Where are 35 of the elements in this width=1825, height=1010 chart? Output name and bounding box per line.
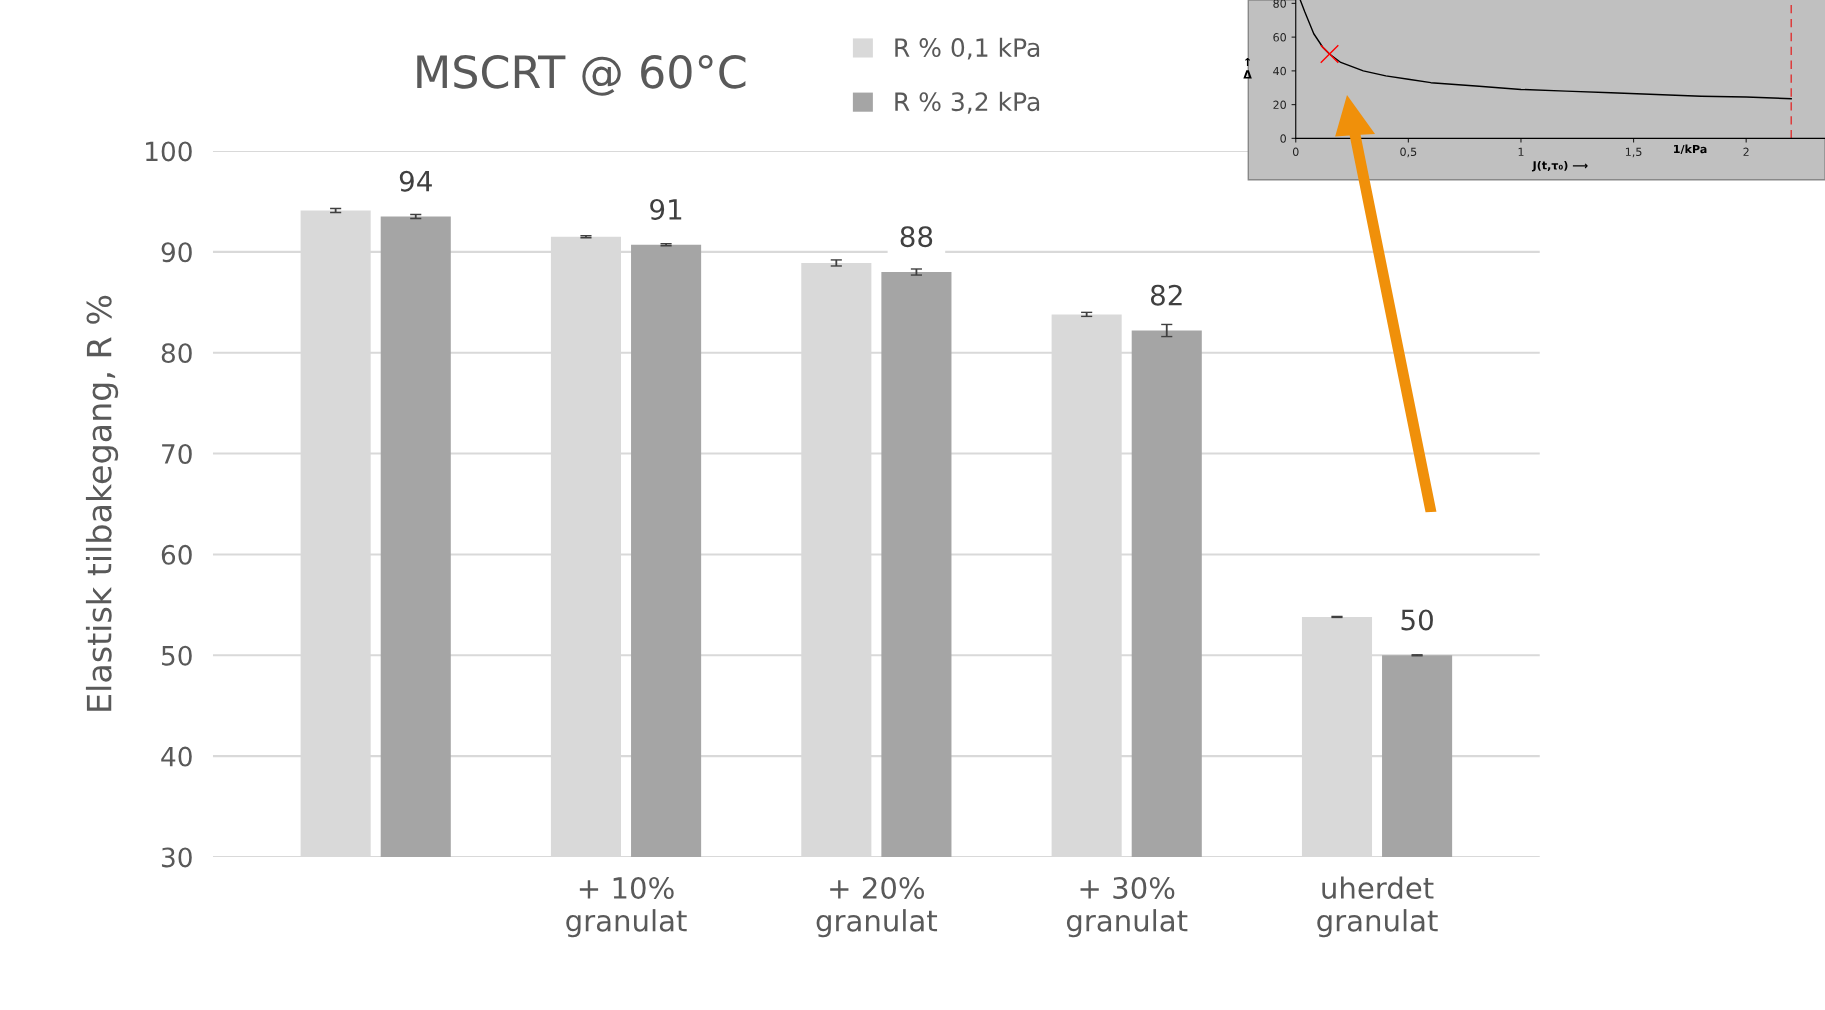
data-label: 94 (399, 170, 432, 192)
line-series (1299, 0, 1792, 100)
x-tick-label: + 10% granulat (566, 876, 687, 938)
data-label: 50 (1401, 609, 1433, 631)
chart-title: MSCRT @ 60°C (417, 55, 746, 96)
legend-label: R % 3,2 kPa (895, 91, 1040, 114)
y-tick-label: 60 (1273, 33, 1286, 42)
y-tick-label: 60 (161, 544, 192, 565)
y-tick-label: 40 (161, 746, 192, 767)
legend-label: R % 0,1 kPa (895, 37, 1040, 60)
y-tick-label: 80 (1273, 0, 1286, 8)
y-axis-title: Elastisk tilbakegang, R % (85, 295, 119, 711)
x-tick-label: + 20% granulat (816, 876, 938, 938)
y-tick-label: 90 (161, 242, 192, 263)
y-tick-label: 80 (161, 343, 192, 364)
x-tick-label: uherdet granulat (1317, 876, 1438, 938)
y-tick-label: 0 (1280, 134, 1286, 143)
data-label: 82 (1150, 284, 1182, 306)
x-tick-label: + 30% granulat (1066, 876, 1188, 938)
y-tick-label: 70 (162, 444, 192, 464)
x-axis-title: J(t,τ₀) ⟶ (1531, 160, 1588, 172)
x-tick-label: 1 (1518, 147, 1524, 156)
x-tick-label: 1,5 (1625, 147, 1642, 158)
data-label: 88 (900, 226, 933, 248)
y-axis-title: ↑ Δ (1243, 57, 1252, 79)
x-tick-label: 2 (1743, 147, 1749, 156)
y-tick-label: 40 (1273, 66, 1286, 76)
y-tick-label: 30 (161, 847, 192, 868)
x-tick-label: 0 (1292, 147, 1299, 156)
x-tick-label: 0,5 (1400, 147, 1417, 158)
y-tick-label: 50 (161, 645, 192, 666)
y-tick-label: 100 (146, 141, 192, 162)
data-label: 91 (650, 198, 682, 220)
y-tick-label: 20 (1273, 100, 1286, 109)
text: 1/kPa (1674, 144, 1707, 155)
